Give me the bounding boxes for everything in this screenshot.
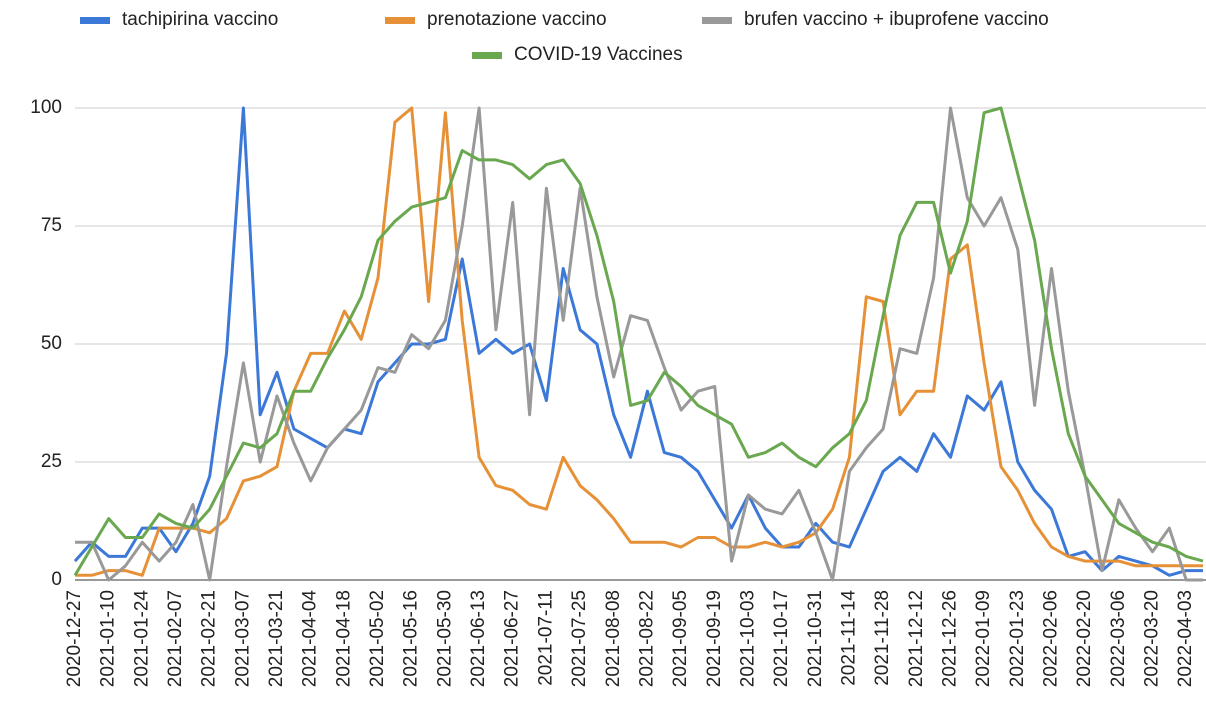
line-series xyxy=(75,106,1203,577)
x-tick-label: 2022-02-20 xyxy=(1074,590,1095,687)
x-tick-label: 2021-11-28 xyxy=(872,590,893,686)
x-tick-label: 2021-10-03 xyxy=(737,590,758,687)
x-tick-label: 2021-10-31 xyxy=(805,590,826,687)
x-tick-label: 2021-01-24 xyxy=(131,590,152,688)
legend-label: prenotazione vaccino xyxy=(427,9,607,30)
y-tick-label: 0 xyxy=(51,569,62,590)
x-tick-label: 2021-06-13 xyxy=(468,590,489,687)
x-tick-label: 2021-12-12 xyxy=(906,590,927,687)
x-tick-label: 2021-04-04 xyxy=(300,590,321,688)
y-tick-label: 75 xyxy=(41,215,62,236)
x-tick-label: 2021-05-02 xyxy=(367,590,388,687)
x-tick-label: 2021-12-26 xyxy=(939,590,960,687)
x-tick-label: 2021-04-18 xyxy=(333,590,354,687)
y-tick-label: 25 xyxy=(41,451,62,472)
x-tick-label: 2021-02-07 xyxy=(165,590,186,687)
line-series xyxy=(73,106,1203,577)
legend-swatch xyxy=(80,17,110,24)
legend-swatch xyxy=(702,17,732,24)
x-tick-label: 2022-02-06 xyxy=(1040,590,1061,687)
x-tick-label: 2021-11-14 xyxy=(838,590,859,686)
x-tick-label: 2022-01-23 xyxy=(1007,590,1028,687)
line-series xyxy=(75,106,1203,582)
x-tick-label: 2022-01-09 xyxy=(973,590,994,687)
x-tick-label: 2021-03-21 xyxy=(266,590,287,687)
x-tick-label: 2021-05-16 xyxy=(401,590,422,687)
x-tick-label: 2021-09-19 xyxy=(704,590,725,687)
legend-swatch xyxy=(385,17,415,24)
x-tick-label: 2021-09-05 xyxy=(670,590,691,687)
legend-label: COVID-19 Vaccines xyxy=(514,44,683,65)
line-series xyxy=(73,106,1204,577)
x-tick-label: 2021-01-10 xyxy=(98,590,119,687)
x-tick-label: 2021-03-07 xyxy=(232,590,253,687)
legend-swatch xyxy=(472,52,502,59)
legend-label: tachipirina vaccino xyxy=(122,9,278,30)
y-tick-label: 100 xyxy=(30,97,62,118)
x-tick-label: 2020-12-27 xyxy=(64,590,85,687)
x-tick-label: 2021-08-08 xyxy=(603,590,624,687)
x-tick-label: 2022-03-06 xyxy=(1108,590,1129,687)
legend-label: brufen vaccino + ibuprofene vaccino xyxy=(744,9,1049,30)
x-tick-label: 2021-07-25 xyxy=(569,590,590,687)
x-tick-label: 2022-04-03 xyxy=(1175,590,1196,687)
x-tick-label: 2021-08-22 xyxy=(636,590,657,687)
x-tick-label: 2021-05-30 xyxy=(434,590,455,687)
x-tick-label: 2021-10-17 xyxy=(771,590,792,687)
x-tick-label: 2022-03-20 xyxy=(1142,590,1163,687)
x-tick-label: 2021-02-21 xyxy=(199,590,220,687)
x-tick-label: 2021-07-11 xyxy=(535,590,556,686)
y-tick-label: 50 xyxy=(41,333,62,354)
x-tick-label: 2021-06-27 xyxy=(502,590,523,687)
